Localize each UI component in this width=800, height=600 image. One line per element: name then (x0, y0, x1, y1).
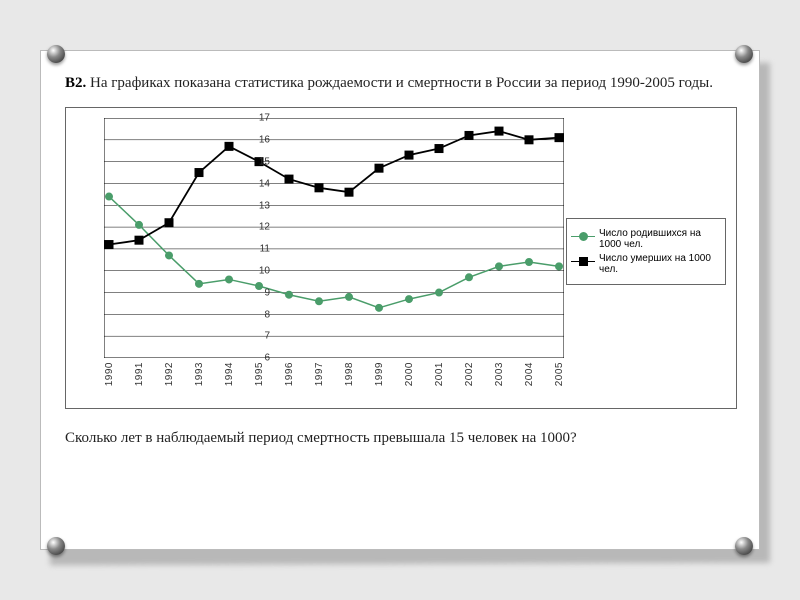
xtick-label: 2001 (434, 362, 445, 386)
legend-swatch (571, 256, 595, 266)
ytick-label: 11 (260, 244, 270, 255)
xtick-label: 1996 (284, 362, 295, 386)
legend: Число родившихся на 1000 чел. Число умерш… (566, 218, 726, 285)
ytick-label: 9 (264, 287, 270, 298)
legend-item: Число родившихся на 1000 чел. (571, 228, 721, 250)
ytick-label: 6 (264, 353, 270, 364)
plot-area (104, 118, 564, 358)
xtick-label: 2005 (554, 362, 565, 386)
xtick-label: 1993 (194, 362, 205, 386)
ytick-label: 15 (259, 156, 270, 167)
chart-svg (104, 118, 564, 358)
xtick-label: 2002 (464, 362, 475, 386)
xtick-label: 1990 (104, 362, 115, 386)
xtick-label: 2000 (404, 362, 415, 386)
xtick-label: 2004 (524, 362, 535, 386)
task-text: На графиках показана статистика рождаемо… (90, 75, 713, 91)
ytick-label: 14 (259, 178, 270, 189)
xtick-label: 1991 (134, 362, 145, 386)
document-card: В2. На графиках показана статистика рожд… (40, 50, 760, 550)
legend-item: Число умерших на 1000 чел. (571, 253, 721, 275)
ytick-label: 7 (264, 331, 270, 342)
ytick-label: 16 (259, 135, 270, 146)
ytick-label: 10 (259, 265, 270, 276)
legend-swatch (571, 231, 595, 241)
question-text: Сколько лет в наблюдаемый период смертно… (65, 429, 735, 449)
pin-icon (47, 537, 65, 555)
xtick-label: 1994 (224, 362, 235, 386)
ytick-label: 8 (264, 309, 270, 320)
pin-icon (735, 45, 753, 63)
xtick-label: 2003 (494, 362, 505, 386)
legend-label: Число умерших на 1000 чел. (599, 253, 721, 275)
card-surface: В2. На графиках показана статистика рожд… (40, 50, 760, 550)
ytick-label: 17 (259, 113, 270, 124)
chart-container: 6 7 8 9 10 11 12 13 14 15 16 17 1990 1991 1992 1993 199… (65, 107, 737, 409)
xtick-label: 1999 (374, 362, 385, 386)
task-label: В2. (65, 75, 86, 91)
pin-icon (47, 45, 65, 63)
task-title: В2. На графиках показана статистика рожд… (65, 73, 735, 93)
ytick-label: 12 (259, 222, 270, 233)
legend-label: Число родившихся на 1000 чел. (599, 228, 721, 250)
ytick-label: 13 (259, 200, 270, 211)
xtick-label: 1992 (164, 362, 175, 386)
xtick-label: 1995 (254, 362, 265, 386)
xtick-label: 1998 (344, 362, 355, 386)
pin-icon (735, 537, 753, 555)
xtick-label: 1997 (314, 362, 325, 386)
